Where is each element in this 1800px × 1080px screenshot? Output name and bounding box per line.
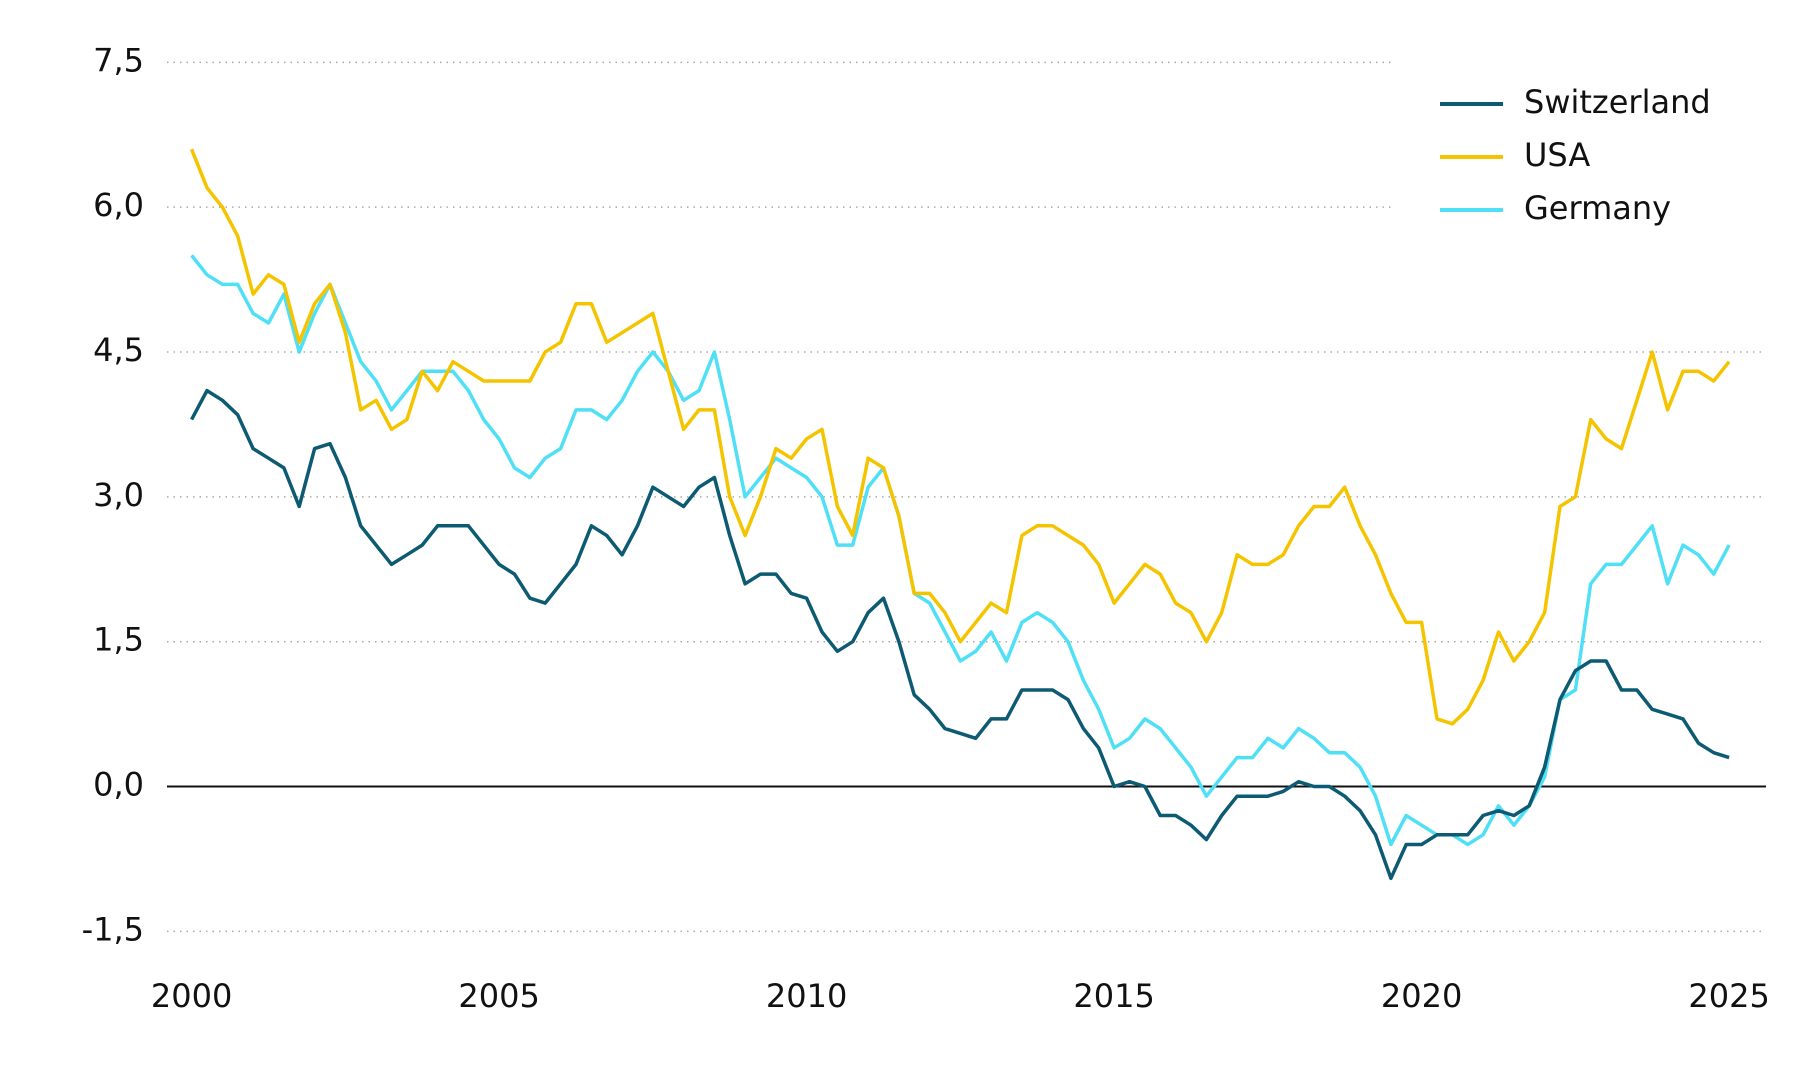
legend-label: Switzerland <box>1524 83 1711 121</box>
y-tick-label: 1,5 <box>93 621 144 659</box>
x-tick-label: 2025 <box>1688 977 1769 1015</box>
y-tick-label: 4,5 <box>93 331 144 369</box>
legend-label: Germany <box>1524 189 1671 227</box>
x-tick-label: 2005 <box>458 977 539 1015</box>
y-tick-label: 6,0 <box>93 186 144 224</box>
legend-label: USA <box>1524 136 1590 174</box>
y-tick-label: -1,5 <box>82 910 144 948</box>
x-tick-label: 2000 <box>151 977 232 1015</box>
series-line <box>190 388 1730 881</box>
y-tick-label: 7,5 <box>93 41 144 79</box>
series-line <box>190 254 1731 847</box>
x-tick-label: 2020 <box>1381 977 1462 1015</box>
series-line <box>189 148 1731 726</box>
y-tick-label: 0,0 <box>93 766 144 804</box>
y-tick-label: 3,0 <box>93 476 144 514</box>
x-tick-label: 2015 <box>1073 977 1154 1015</box>
x-tick-label: 2010 <box>766 977 847 1015</box>
